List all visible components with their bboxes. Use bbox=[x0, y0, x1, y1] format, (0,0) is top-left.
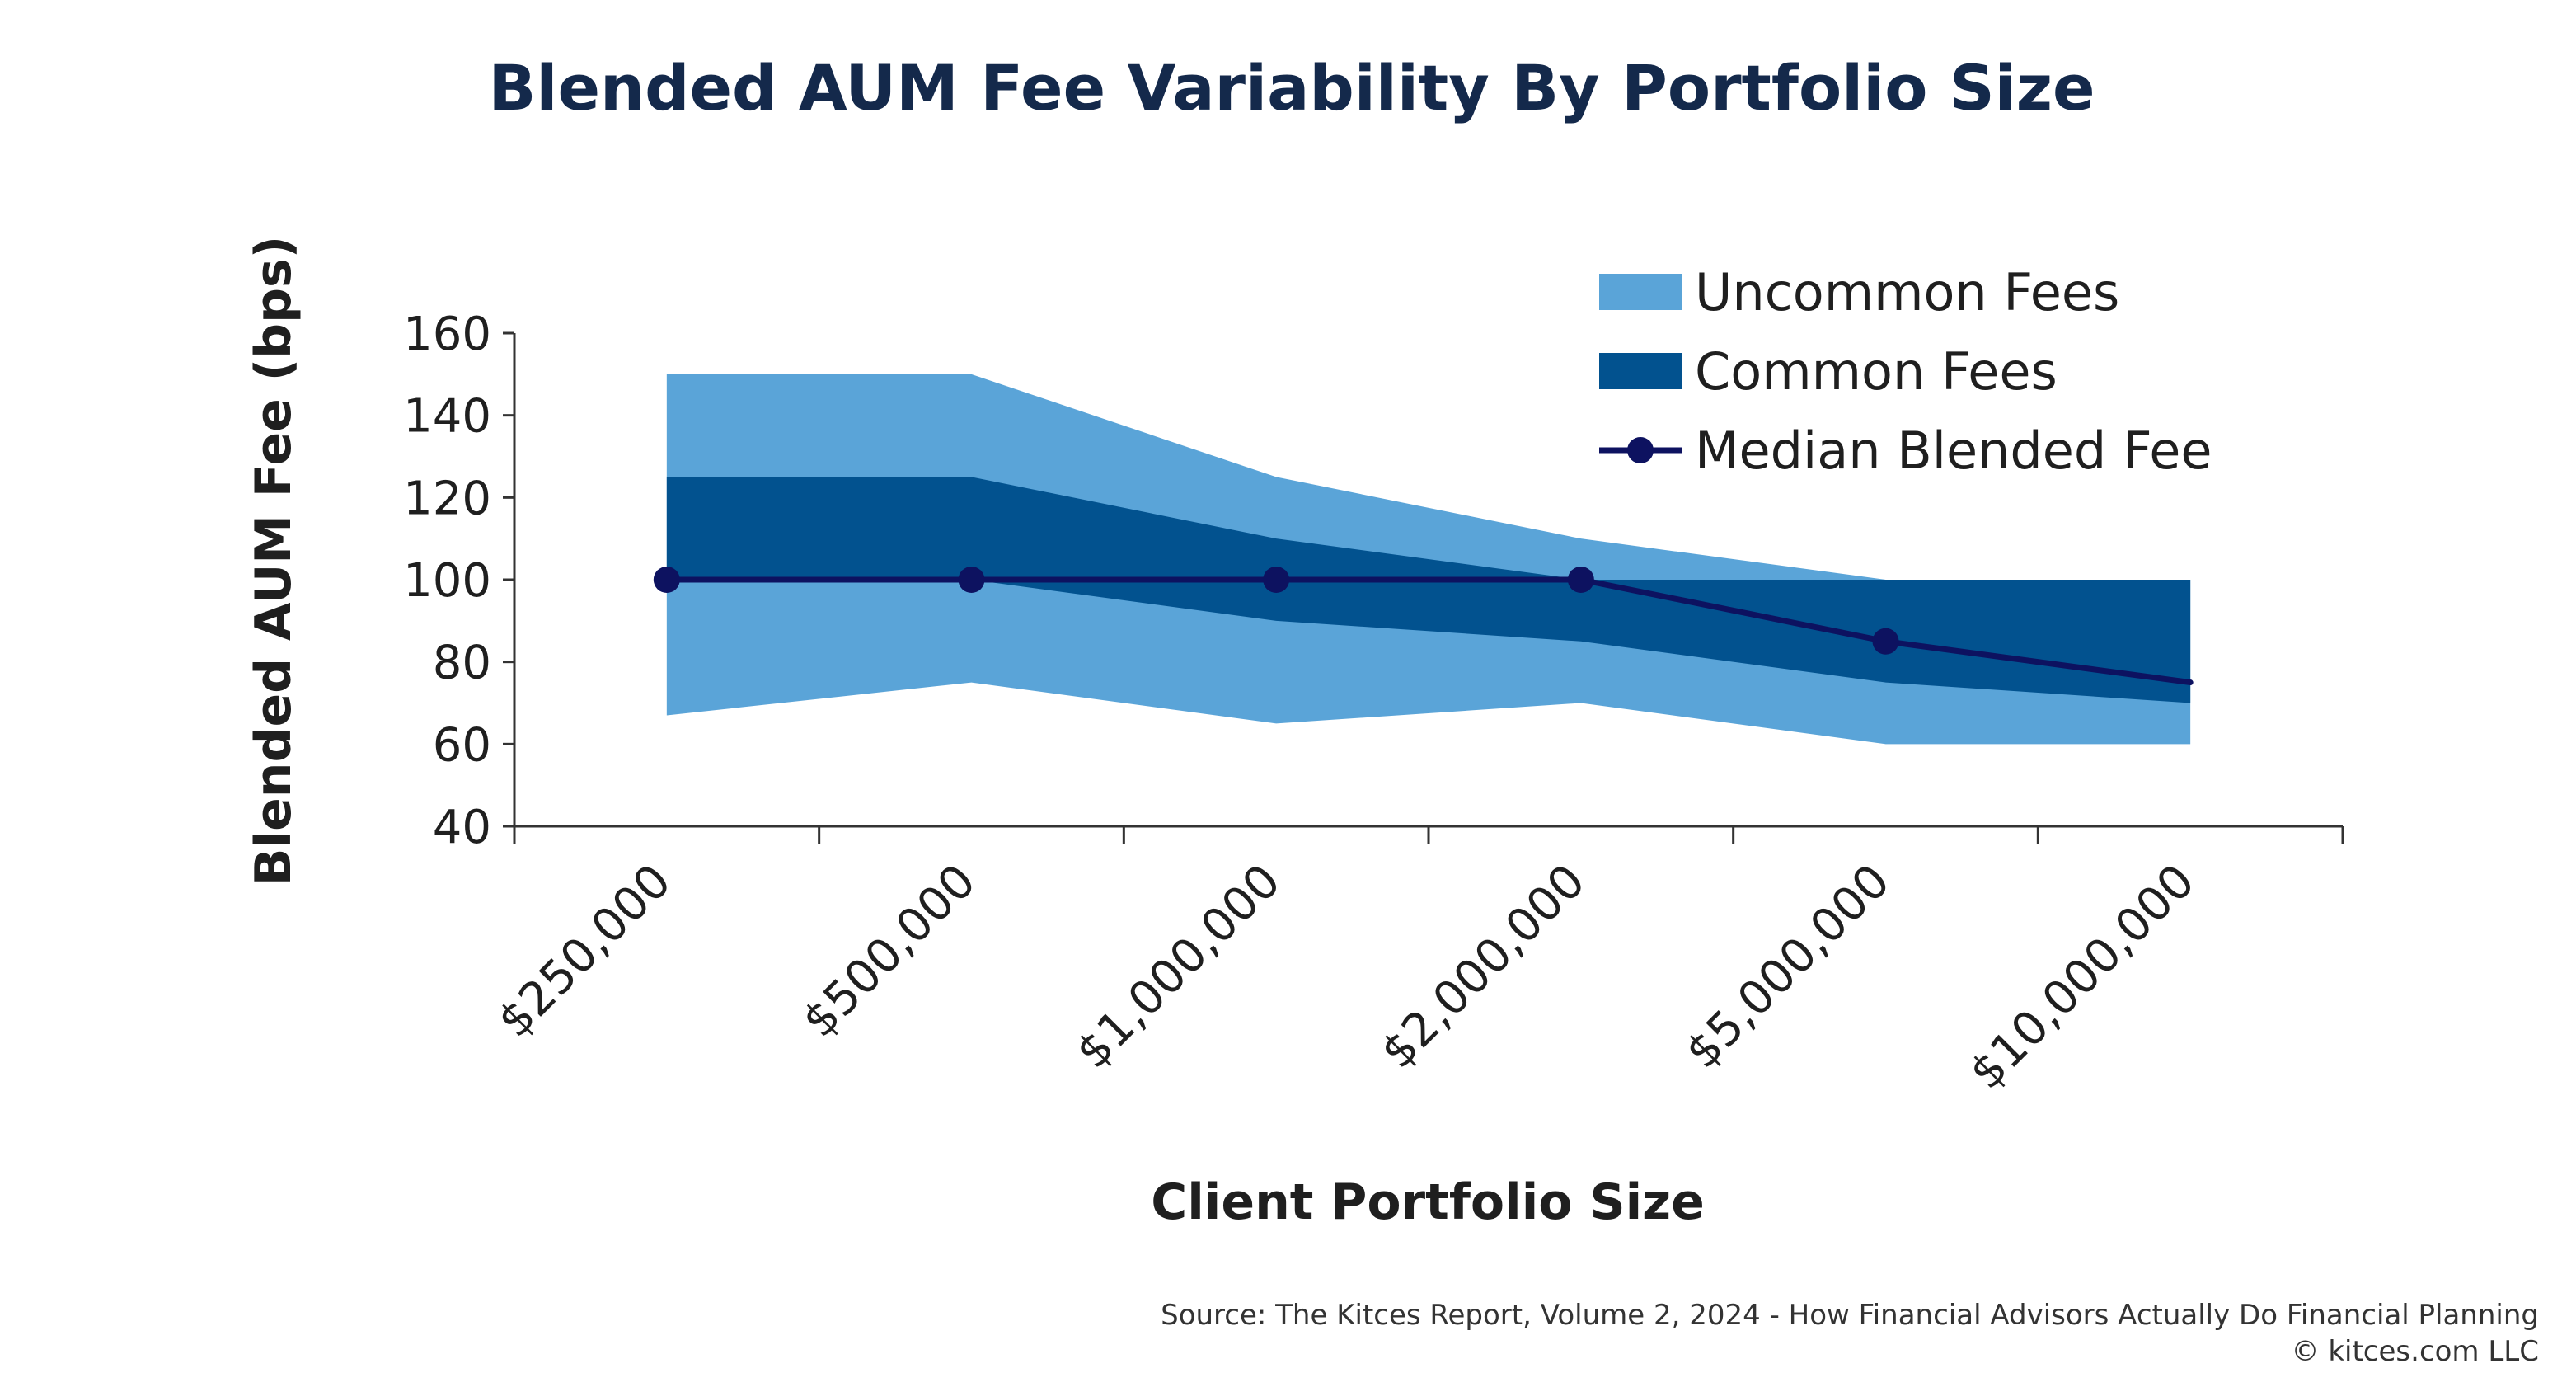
median-point-1-000-000 bbox=[1263, 567, 1290, 593]
legend-label-common-fees: Common Fees bbox=[1695, 341, 2058, 402]
legend-label-median-blended-fee: Median Blended Fee bbox=[1695, 421, 2212, 481]
median-blended-fee-line bbox=[664, 576, 2194, 686]
y-tick-label-60: 60 bbox=[433, 718, 491, 772]
x-tick-label-10-000-000: $10,000,000 bbox=[1959, 854, 2205, 1100]
legend-item-common-fees: Common Fees bbox=[1599, 341, 2058, 402]
y-tick-label-140: 140 bbox=[403, 390, 491, 444]
x-tick-labels: $250,000 $500,000 $1,000,000 $2,000,000 $5,0… bbox=[488, 854, 2205, 1100]
source-note: Source: The Kitces Report, Volume 2, 202… bbox=[1161, 1299, 2539, 1332]
median-point-250-000 bbox=[653, 567, 680, 593]
axes bbox=[503, 331, 2344, 844]
y-tick-label-40: 40 bbox=[433, 801, 491, 854]
legend: Uncommon Fees Common Fees Median Blended F… bbox=[1599, 262, 2212, 481]
y-axis-label: Blended AUM Fee (bps) bbox=[245, 236, 303, 886]
x-tick-label-500-000: $500,000 bbox=[792, 854, 986, 1048]
legend-label-uncommon-fees: Uncommon Fees bbox=[1695, 262, 2119, 322]
y-tick-label-120: 120 bbox=[403, 472, 491, 525]
chart-title: Blended AUM Fee Variability By Portfolio… bbox=[488, 51, 2095, 125]
common-band-layer bbox=[666, 477, 2191, 703]
legend-item-uncommon-fees: Uncommon Fees bbox=[1599, 262, 2119, 322]
median-point-2-000-000 bbox=[1567, 567, 1594, 593]
legend-swatch-uncommon-fees bbox=[1599, 274, 1682, 310]
y-tick-label-80: 80 bbox=[433, 637, 491, 690]
legend-swatch-common-fees bbox=[1599, 353, 1682, 389]
x-axis-label: Client Portfolio Size bbox=[1151, 1173, 1705, 1231]
legend-item-median-blended-fee: Median Blended Fee bbox=[1599, 421, 2212, 481]
y-tick-label-160: 160 bbox=[403, 308, 491, 361]
x-tick-label-1-000-000: $1,000,000 bbox=[1066, 854, 1291, 1079]
median-point-5-000-000 bbox=[1872, 628, 1899, 655]
x-tick-label-5-000-000: $5,000,000 bbox=[1676, 854, 1901, 1079]
median-point-500-000 bbox=[958, 567, 985, 593]
y-tick-labels: 40 60 80 100 120 140 160 bbox=[403, 308, 491, 854]
y-tick-label-100: 100 bbox=[403, 554, 491, 608]
copyright-note: © kitces.com LLC bbox=[2292, 1335, 2539, 1368]
median-line-layer bbox=[653, 567, 2194, 686]
common-fees-band bbox=[666, 477, 2191, 703]
x-tick-label-250-000: $250,000 bbox=[488, 854, 682, 1048]
x-tick-label-2-000-000: $2,000,000 bbox=[1371, 854, 1596, 1079]
legend-swatch-marker bbox=[1627, 437, 1654, 463]
